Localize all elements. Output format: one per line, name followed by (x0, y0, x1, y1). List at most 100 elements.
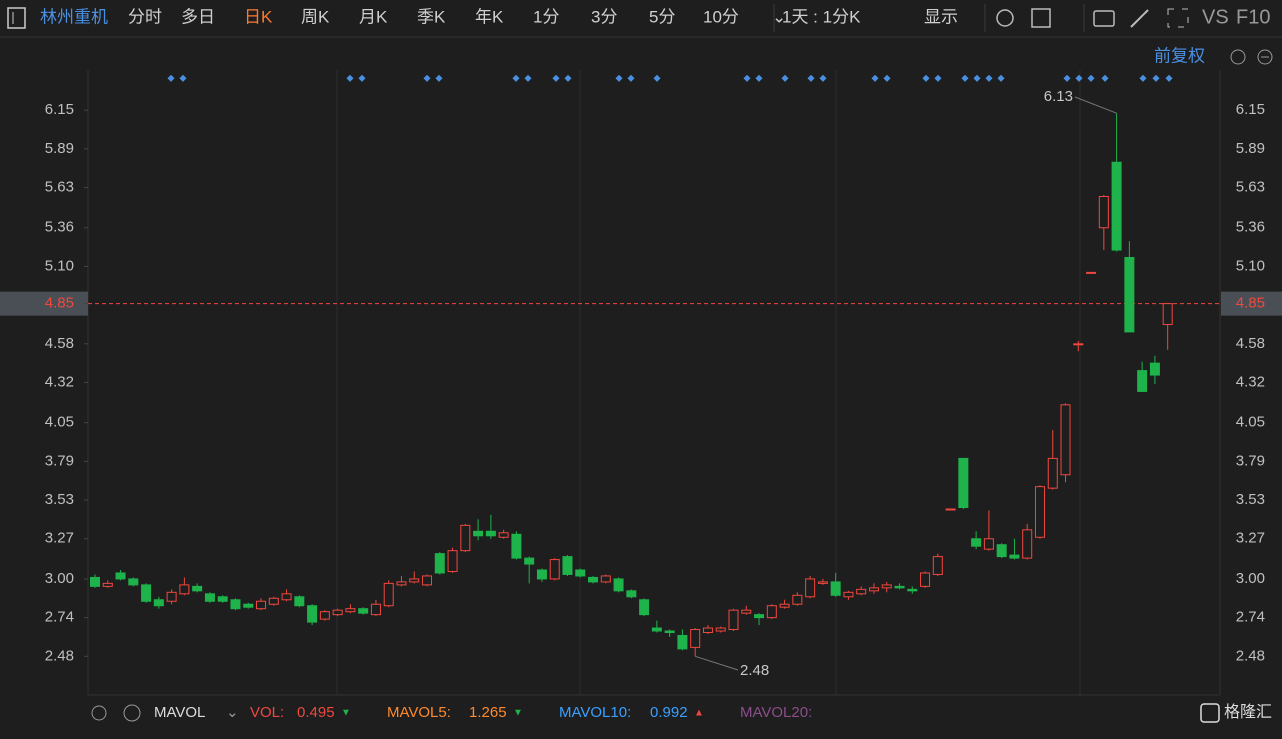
period-tab[interactable]: 分时 (128, 7, 162, 26)
pen-icon[interactable] (1130, 9, 1149, 28)
period-tab[interactable]: 5分 (649, 7, 675, 26)
display-select[interactable]: 显示 (924, 7, 958, 26)
vs-button[interactable]: VS (1202, 6, 1229, 28)
indicator-settings-icon[interactable] (91, 705, 107, 721)
candle-body (830, 581, 841, 596)
dropdown-arrow[interactable]: ⌄ (772, 7, 786, 26)
y-tick-label-right: 5.89 (1236, 140, 1265, 157)
event-marker (615, 74, 623, 82)
candle-body (1111, 161, 1122, 251)
candle-body (766, 605, 777, 619)
camera-icon[interactable] (1093, 10, 1115, 27)
y-tick-label-right: 3.00 (1236, 570, 1265, 587)
candle-body (511, 533, 522, 559)
candle-body (677, 634, 688, 650)
interval-select[interactable]: 1天 : 1分K (782, 7, 861, 26)
down-arrow: ▼ (513, 708, 523, 719)
y-tick-label: 4.85 (45, 295, 74, 312)
candle-body (1149, 362, 1160, 376)
logo-icon (1200, 703, 1220, 723)
ma5-label: MAVOL5: (387, 704, 451, 721)
candle-body (90, 576, 100, 587)
event-marker (743, 74, 751, 82)
candle-body (422, 575, 433, 586)
candle-body (1022, 529, 1033, 559)
candle-body (192, 585, 203, 592)
candle-body (907, 588, 918, 592)
candle-body (600, 575, 611, 583)
y-tick-label-right: 6.15 (1236, 101, 1265, 118)
candle-body (664, 630, 675, 633)
event-marker (883, 74, 891, 82)
candle-body (383, 582, 394, 607)
candle-body (932, 556, 943, 575)
vol-label: VOL: (250, 704, 284, 721)
period-tab[interactable]: 多日 (181, 7, 215, 26)
y-tick-label-right: 4.05 (1236, 414, 1265, 431)
indicator-close-icon[interactable] (123, 704, 141, 722)
y-tick-label: 4.58 (45, 335, 74, 352)
undo-icon[interactable] (1230, 49, 1246, 65)
period-tab[interactable]: 日K (244, 7, 273, 26)
y-tick-label-right: 3.27 (1236, 530, 1265, 547)
candle-body (1124, 257, 1135, 333)
frame-icon[interactable] (1031, 8, 1051, 28)
candle-body (370, 603, 381, 616)
candle-body (204, 593, 215, 602)
candle-body (473, 530, 484, 537)
candle-body (268, 597, 279, 605)
candle-body (690, 629, 701, 648)
candle-body (1009, 554, 1020, 559)
period-tab[interactable]: 10分 (703, 7, 739, 26)
candle-body (153, 599, 164, 607)
event-marker (653, 74, 661, 82)
candle-body (294, 596, 305, 607)
candle-body (971, 538, 982, 547)
fullscreen-icon[interactable] (1167, 8, 1189, 28)
period-tab[interactable]: 1分 (533, 7, 559, 26)
period-tab[interactable]: 年K (475, 7, 504, 26)
indicator-name[interactable]: MAVOL (154, 704, 205, 721)
stock-name[interactable]: 林州重机 (40, 7, 108, 26)
candle-body (562, 556, 573, 575)
candle-body (536, 569, 547, 580)
candle-body (626, 590, 637, 598)
period-tab[interactable]: 周K (301, 7, 330, 26)
event-marker (179, 74, 187, 82)
candle-body (217, 596, 228, 602)
adjust-select[interactable]: 前复权 (1154, 46, 1205, 65)
y-tick-label: 3.79 (45, 452, 74, 469)
candle-body (881, 584, 892, 589)
menu-icon[interactable] (7, 7, 26, 29)
event-marker (552, 74, 560, 82)
candle-body (179, 584, 190, 595)
event-marker (627, 74, 635, 82)
candle-body (1137, 370, 1148, 392)
zoom-out-icon[interactable] (1257, 49, 1273, 65)
candle-body (243, 603, 254, 608)
candle-body (996, 544, 1007, 558)
candle-body (639, 599, 650, 616)
f10-button[interactable]: F10 (1236, 6, 1270, 28)
candle-body (945, 508, 956, 511)
dropdown-arrow[interactable]: ⌄ (226, 704, 239, 721)
y-tick-label: 5.89 (45, 140, 74, 157)
candle-body (613, 578, 624, 592)
period-tab[interactable]: 月K (359, 7, 388, 26)
settings-icon[interactable] (996, 9, 1014, 27)
event-marker (973, 74, 981, 82)
candle-body (256, 600, 267, 610)
logo: 格隆汇 (1224, 703, 1272, 721)
y-tick-label: 6.15 (45, 101, 74, 118)
candle-body (1073, 343, 1084, 346)
event-marker (819, 74, 827, 82)
period-tab[interactable]: 季K (417, 7, 446, 26)
annotation: 2.48 (740, 662, 769, 679)
candle-body (588, 576, 599, 583)
ma10-value: 0.992 (650, 704, 688, 721)
candle-body (1047, 457, 1058, 489)
event-marker (512, 74, 520, 82)
candle-body (358, 608, 369, 614)
last-price-box (0, 291, 88, 316)
period-tab[interactable]: 3分 (591, 7, 617, 26)
